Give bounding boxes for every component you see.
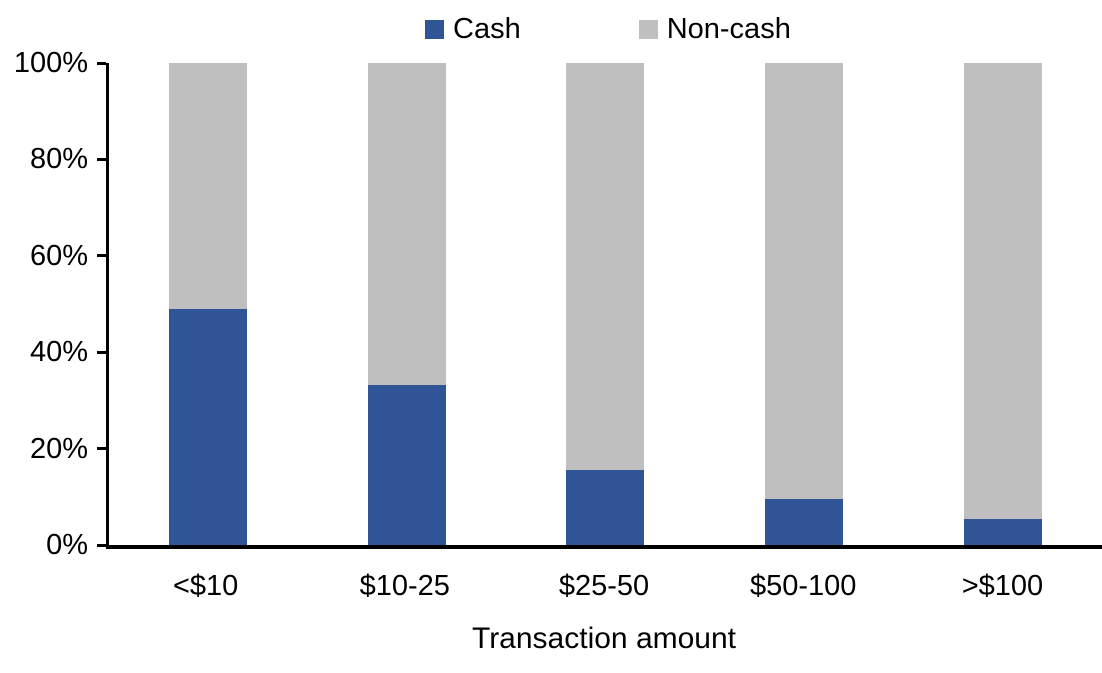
plot-area <box>97 61 1102 549</box>
bar-segment-non-cash <box>963 63 1042 519</box>
bar-segment-non-cash <box>566 63 645 470</box>
y-tick-label: 40% <box>29 336 88 369</box>
y-tick-label: 20% <box>29 432 88 465</box>
legend-label: Non-cash <box>666 13 791 45</box>
x-tick-label: <$10 <box>172 570 239 602</box>
x-axis-title: Transaction amount <box>471 622 737 655</box>
bar-segment-non-cash <box>169 63 248 309</box>
x-tick-label: >$100 <box>961 570 1044 602</box>
y-tick-mark <box>97 254 106 258</box>
bar-stack <box>367 63 446 545</box>
y-axis-labels: 0% 20% 40% 60% 80% 100% <box>0 48 88 560</box>
bar-stack <box>765 63 844 545</box>
y-tick-mark <box>97 543 106 547</box>
legend-label: Cash <box>453 13 521 45</box>
bar-stack <box>566 63 645 545</box>
y-tick-label: 80% <box>29 143 88 176</box>
y-tick-mark <box>97 350 106 354</box>
legend-item-cash: Cash <box>425 14 521 44</box>
bar-segment-cash <box>765 498 844 545</box>
bar-stack <box>963 63 1042 545</box>
x-axis-labels: <$10 $10-25 $25-50 $50-100 >$100 <box>106 570 1102 602</box>
bar-group <box>903 63 1102 545</box>
bar-segment-non-cash <box>765 63 844 499</box>
y-tick-label: 60% <box>29 239 88 272</box>
legend: Cash Non-cash <box>425 14 791 44</box>
bars-container <box>109 63 1102 545</box>
bar-group <box>109 63 308 545</box>
y-tick-label: 100% <box>13 47 88 79</box>
bar-stack <box>169 63 248 545</box>
bar-segment-cash <box>367 384 446 545</box>
y-tick-label: 0% <box>46 529 88 561</box>
legend-item-non-cash: Non-cash <box>638 13 791 45</box>
legend-swatch-icon <box>638 19 658 39</box>
x-tick-label: $50-100 <box>749 570 857 602</box>
y-tick-mark <box>97 61 106 65</box>
x-tick-label: $10-25 <box>359 570 450 602</box>
bar-segment-cash <box>963 518 1042 545</box>
bar-group <box>705 63 904 545</box>
x-tick-label: $25-50 <box>558 570 650 602</box>
bar-segment-cash <box>169 308 248 545</box>
bar-segment-non-cash <box>367 63 446 385</box>
y-tick-mark <box>97 157 106 161</box>
legend-swatch-icon <box>425 19 444 39</box>
bar-group <box>308 63 507 545</box>
y-tick-mark <box>97 447 106 451</box>
bar-segment-cash <box>566 469 645 545</box>
bar-group <box>506 63 705 545</box>
